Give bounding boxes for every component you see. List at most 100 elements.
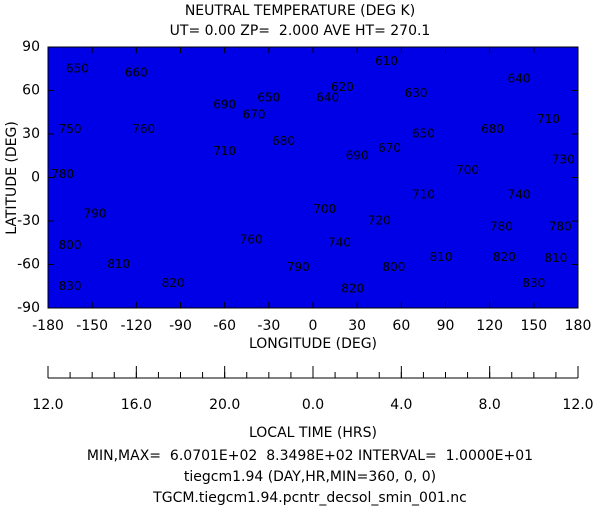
field-cell [188, 147, 193, 152]
field-cell [188, 257, 193, 262]
field-cell [558, 222, 563, 227]
field-cell [458, 97, 463, 102]
field-cell [248, 167, 253, 172]
field-cell [343, 197, 348, 202]
field-cell [128, 277, 133, 282]
field-cell [478, 192, 483, 197]
field-cell [213, 242, 218, 247]
field-cell [558, 142, 563, 147]
field-cell [213, 192, 218, 197]
field-cell [563, 87, 568, 92]
field-cell [73, 122, 78, 127]
field-cell [343, 217, 348, 222]
field-cell [498, 122, 503, 127]
field-cell [143, 142, 148, 147]
field-cell [173, 142, 178, 147]
field-cell [58, 277, 63, 282]
field-cell [553, 247, 558, 252]
field-cell [373, 257, 378, 262]
field-cell [68, 182, 73, 187]
field-cell [418, 117, 423, 122]
field-cell [148, 82, 153, 87]
field-cell [238, 57, 243, 62]
field-cell [58, 52, 63, 57]
field-cell [363, 257, 368, 262]
field-cell [423, 222, 428, 227]
field-cell [388, 72, 393, 77]
field-cell [508, 242, 513, 247]
field-cell [273, 167, 278, 172]
field-cell [238, 262, 243, 267]
field-cell [138, 132, 143, 137]
field-cell [148, 97, 153, 102]
field-cell [413, 47, 418, 52]
field-cell [63, 97, 68, 102]
field-cell [498, 187, 503, 192]
field-cell [523, 242, 528, 247]
field-cell [393, 202, 398, 207]
field-cell [243, 257, 248, 262]
field-cell [118, 77, 123, 82]
field-cell [78, 247, 83, 252]
field-cell [263, 112, 268, 117]
field-cell [253, 222, 258, 227]
field-cell [398, 72, 403, 77]
field-cell [348, 132, 353, 137]
field-cell [258, 182, 263, 187]
field-cell [553, 182, 558, 187]
field-cell [283, 172, 288, 177]
field-cell [113, 47, 118, 52]
field-cell [263, 232, 268, 237]
field-cell [503, 187, 508, 192]
field-cell [448, 87, 453, 92]
field-cell [238, 167, 243, 172]
field-cell [263, 222, 268, 227]
field-cell [143, 122, 148, 127]
field-cell [368, 202, 373, 207]
field-cell [48, 117, 53, 122]
field-cell [273, 67, 278, 72]
field-cell [543, 267, 548, 272]
field-cell [143, 162, 148, 167]
field-cell [193, 177, 198, 182]
field-cell [428, 192, 433, 197]
field-cell [568, 162, 573, 167]
field-cell [468, 202, 473, 207]
field-cell [228, 152, 233, 157]
field-cell [483, 122, 488, 127]
field-cell [373, 67, 378, 72]
field-cell [73, 177, 78, 182]
field-cell [148, 157, 153, 162]
field-cell [403, 207, 408, 212]
field-cell [358, 52, 363, 57]
field-cell [313, 212, 318, 217]
field-cell [198, 142, 203, 147]
field-cell [178, 117, 183, 122]
field-cell [528, 57, 533, 62]
field-cell [333, 132, 338, 137]
field-cell [463, 227, 468, 232]
field-cell [453, 107, 458, 112]
field-cell [333, 107, 338, 112]
field-cell [363, 87, 368, 92]
field-cell [268, 142, 273, 147]
field-cell [548, 237, 553, 242]
field-cell [393, 152, 398, 157]
field-cell [158, 277, 163, 282]
field-cell [288, 47, 293, 52]
field-cell [418, 267, 423, 272]
field-cell [263, 122, 268, 127]
field-cell [358, 167, 363, 172]
field-cell [433, 267, 438, 272]
field-cell [278, 177, 283, 182]
field-cell [313, 217, 318, 222]
field-cell [58, 142, 63, 147]
field-cell [478, 267, 483, 272]
field-cell [123, 132, 128, 137]
field-cell [303, 262, 308, 267]
field-cell [343, 252, 348, 257]
field-cell [278, 182, 283, 187]
field-cell [373, 167, 378, 172]
field-cell [258, 137, 263, 142]
field-cell [158, 162, 163, 167]
